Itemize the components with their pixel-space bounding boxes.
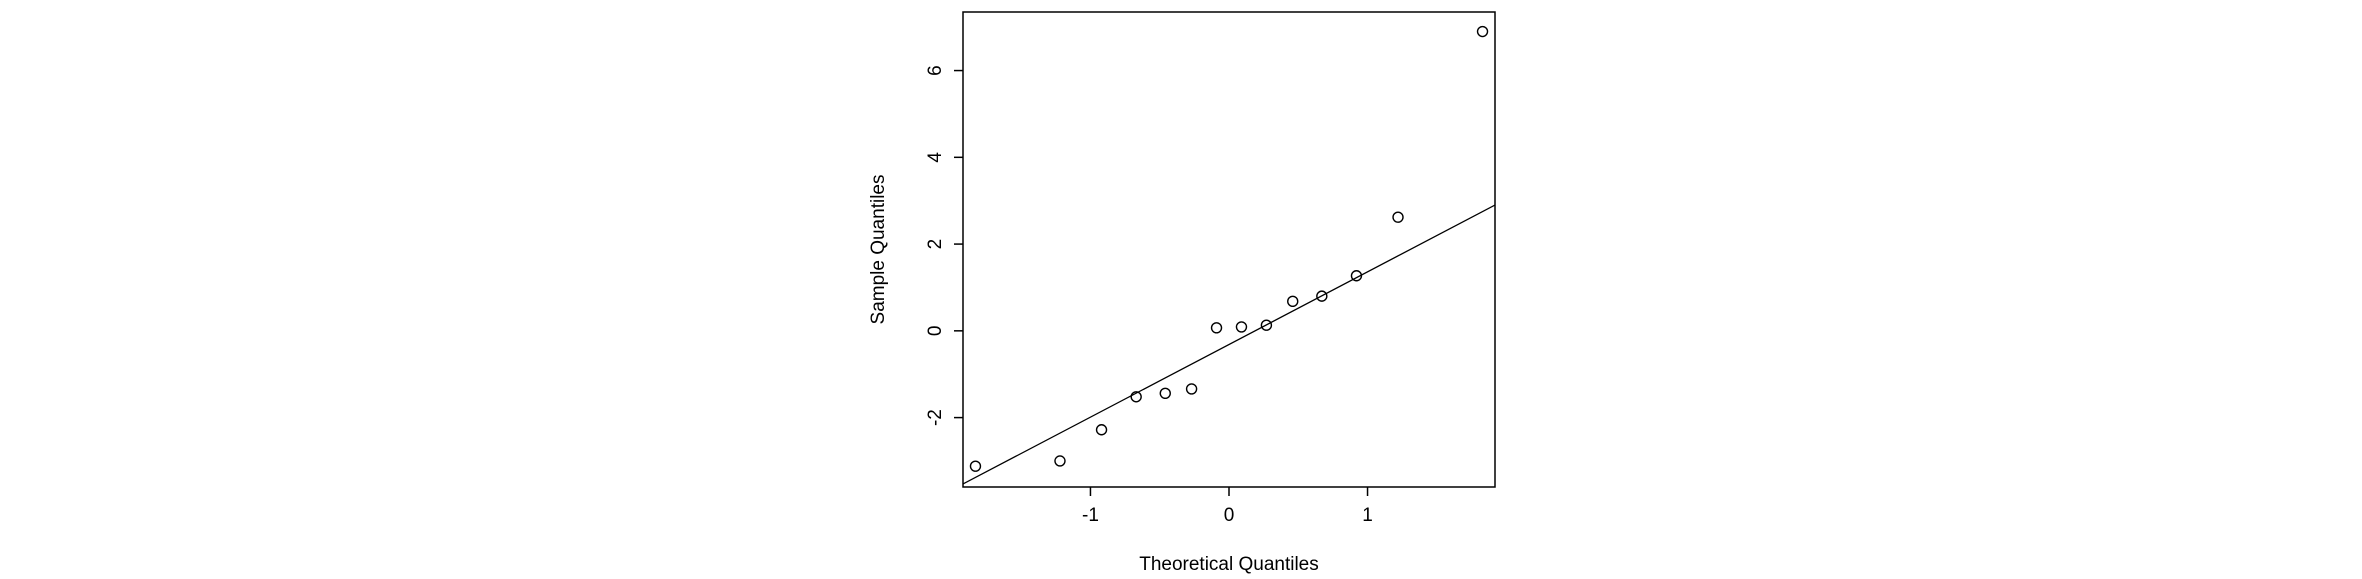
data-point (1185, 383, 1198, 395)
y-tick-label: 6 (925, 65, 946, 76)
data-point (1476, 25, 1489, 38)
data-point (1130, 391, 1142, 403)
y-tick-label: -2 (925, 409, 946, 426)
data-point (969, 460, 982, 472)
y-axis-title: Sample Quantiles (868, 175, 889, 325)
data-point (1350, 270, 1363, 282)
y-tick-label: 4 (925, 152, 946, 163)
x-axis: -1 0 1 (1082, 487, 1373, 526)
data-point (1260, 319, 1273, 331)
x-tick-label: 0 (1224, 505, 1235, 526)
plot-area (963, 25, 1495, 485)
data-point (1095, 424, 1108, 436)
y-tick-label: 2 (925, 239, 946, 250)
x-tick-label: -1 (1082, 505, 1099, 526)
plot-frame (962, 11, 1496, 488)
data-point (1287, 295, 1299, 308)
data-point (1316, 290, 1328, 302)
y-tick-label: 0 (925, 326, 946, 337)
data-point (1392, 211, 1404, 223)
y-axis: -2 0 2 4 6 (925, 65, 963, 426)
data-point (1235, 321, 1248, 333)
qq-reference-line (963, 204, 1495, 485)
x-tick-label: 1 (1362, 505, 1373, 526)
data-point (1159, 387, 1171, 400)
data-point (1054, 455, 1066, 467)
x-axis-title: Theoretical Quantiles (1139, 554, 1319, 575)
data-point (1210, 322, 1223, 334)
